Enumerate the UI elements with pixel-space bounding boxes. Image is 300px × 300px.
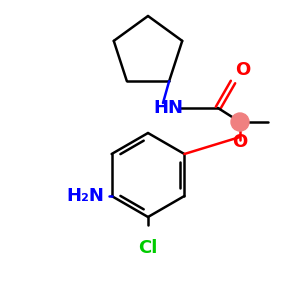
Text: O: O: [235, 61, 250, 79]
Text: H₂N: H₂N: [67, 187, 105, 205]
Text: O: O: [232, 133, 247, 151]
Text: HN: HN: [153, 99, 183, 117]
Circle shape: [231, 113, 249, 131]
Text: Cl: Cl: [138, 239, 158, 257]
